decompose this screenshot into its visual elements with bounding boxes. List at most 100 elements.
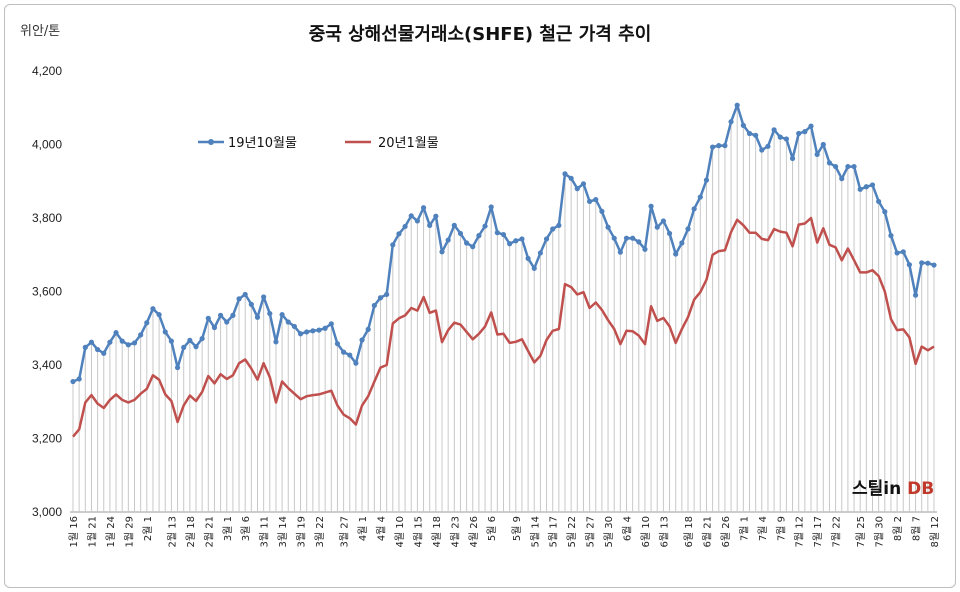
series-1-point (254, 314, 261, 320)
x-tick-label: 7월 1 (738, 516, 750, 541)
series-1-point (125, 342, 131, 348)
x-tick-label: 5월 9 (511, 516, 523, 541)
x-tick-label: 5월 22 (566, 516, 578, 547)
series-1-point (451, 222, 457, 228)
y-tick-label: 3,400 (32, 358, 62, 372)
x-tick-label: 3월 19 (296, 516, 308, 547)
series-1-point (316, 327, 322, 333)
series-1-point (291, 323, 297, 330)
series-1-point (740, 122, 746, 128)
x-tick-label: 6월 13 (658, 516, 670, 547)
series-1-point (347, 352, 353, 358)
series-1-point (218, 312, 224, 318)
series-1-point (236, 296, 242, 302)
series-1-point (839, 176, 845, 182)
series-1-point (605, 224, 611, 230)
legend-marker-1 (208, 139, 214, 145)
series-1-point (476, 233, 482, 239)
series-1-point (205, 315, 211, 321)
series-1-point (310, 328, 316, 334)
series-1-point (525, 255, 531, 262)
x-tick-label: 7월 22 (831, 516, 843, 547)
series-1-point (623, 235, 630, 241)
series-1-point (131, 340, 138, 346)
series-1-point (888, 233, 894, 239)
series-1-point (402, 223, 408, 230)
x-tick-label: 4월 10 (394, 516, 406, 547)
legend-label-1: 19년10월물 (228, 136, 297, 151)
x-tick-label: 3월 22 (314, 516, 326, 547)
series-1-point (537, 250, 544, 256)
series-1-point (470, 244, 476, 250)
x-tick-label: 5월 17 (548, 516, 560, 547)
series-1-point (174, 364, 181, 371)
x-tick-label: 3월 14 (277, 516, 289, 547)
x-tick-label: 6월 18 (683, 516, 695, 547)
series-1-point (76, 376, 82, 382)
series-1-point (70, 378, 76, 385)
series-1-point (230, 312, 236, 318)
series-1-point (863, 184, 869, 190)
series-1-point (580, 181, 587, 187)
x-tick-label: 7월 30 (874, 516, 886, 547)
series-1-point (168, 338, 174, 344)
x-tick-label: 5월 6 (486, 516, 498, 541)
series-1-point (593, 197, 599, 203)
series-1-point (199, 335, 205, 342)
series-1-point (882, 209, 888, 215)
x-tick-label: 8월 7 (911, 516, 923, 541)
series-1-point (445, 237, 451, 243)
series-1-point (820, 141, 826, 148)
series-1-point (636, 239, 642, 245)
series-1-point (353, 360, 359, 366)
y-tick-label: 3,600 (32, 285, 62, 299)
series-1-point (599, 208, 605, 214)
series-1-point (931, 262, 937, 268)
series-1-point (519, 236, 525, 242)
series-1-point (488, 204, 494, 210)
x-tick-label: 3월 6 (240, 516, 252, 541)
x-tick-label: 1월 21 (86, 516, 98, 547)
series-1-point (906, 262, 913, 268)
series-1-point (925, 260, 931, 266)
series-1-point (464, 240, 470, 246)
series-1-point (285, 319, 291, 325)
series-1-point (894, 250, 900, 256)
series-1-point (568, 175, 574, 181)
series-1-point (728, 119, 734, 125)
series-1-point (304, 329, 310, 335)
series-1-point (673, 251, 679, 257)
series-1-point (150, 306, 156, 312)
series-1-point (753, 132, 759, 138)
series-1-point (845, 163, 851, 170)
series-1-point (414, 218, 420, 224)
series-1-point (261, 294, 267, 300)
series-1-point (543, 236, 550, 242)
series-1-point (433, 213, 439, 219)
series-1-point (826, 160, 833, 166)
series-1-point (341, 349, 347, 355)
series-1-point (359, 337, 365, 343)
series-1-point (611, 235, 617, 241)
series-1-point (457, 230, 464, 237)
x-tick-label: 5월 27 (585, 516, 597, 547)
x-tick-label: 8월 2 (892, 516, 904, 541)
y-tick-label: 3,000 (32, 505, 62, 519)
series-1-point (550, 226, 556, 232)
x-tick-label: 4월 4 (376, 516, 388, 541)
series-1-point (531, 265, 537, 271)
x-tick-label: 8월 12 (929, 516, 941, 547)
series-1-point (193, 344, 199, 350)
series-1-point (482, 223, 488, 229)
series-1-point (783, 136, 790, 142)
series-1-point (630, 235, 636, 241)
series-1-point (101, 350, 107, 356)
series-1-point (119, 338, 125, 344)
series-1-point (242, 291, 248, 298)
x-tick-label: 6월 21 (701, 516, 713, 547)
series-1-point (574, 186, 580, 192)
x-tick-label: 4월 26 (468, 516, 480, 547)
x-tick-label: 7월 17 (812, 516, 824, 547)
x-tick-label: 4월 1 (357, 516, 369, 541)
